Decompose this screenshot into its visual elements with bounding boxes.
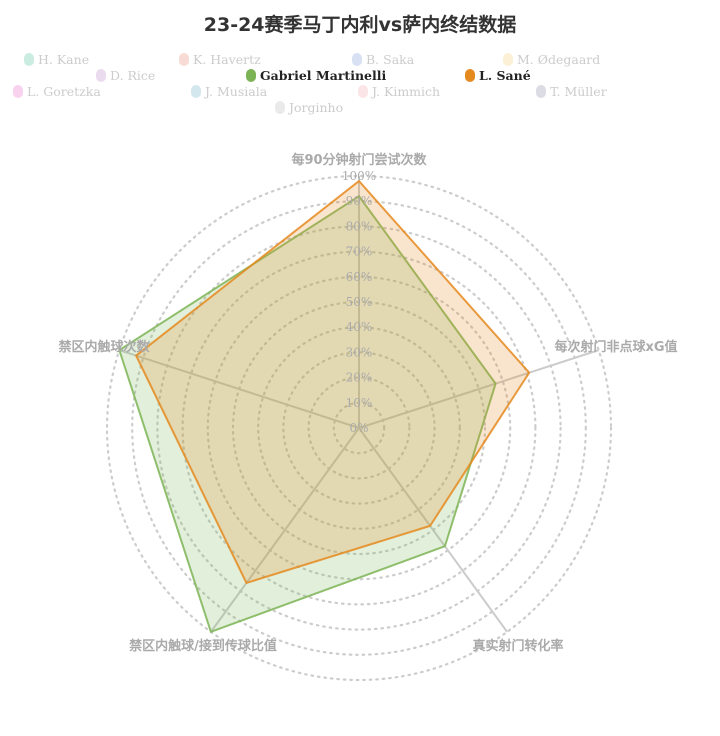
legend-item[interactable]: Jorginho	[275, 100, 343, 115]
legend-item[interactable]: H. Kane	[24, 52, 89, 67]
legend-label: L. Sané	[479, 68, 531, 83]
legend-swatch	[191, 85, 201, 98]
legend-label: K. Havertz	[193, 52, 261, 67]
tick-label: 30%	[346, 345, 373, 359]
axis-name: 每90分钟射门尝试次数	[291, 152, 427, 168]
axis-name: 每次射门非点球xG值	[554, 339, 677, 355]
legend-label: D. Rice	[110, 68, 156, 83]
legend-swatch	[503, 53, 513, 66]
legend-swatch	[352, 53, 362, 66]
legend-label: Gabriel Martinelli	[260, 68, 387, 83]
axis-line	[358, 427, 508, 633]
legend-item[interactable]: B. Saka	[352, 52, 414, 67]
legend-swatch	[275, 101, 285, 114]
grid-ring	[282, 351, 436, 505]
legend-item[interactable]: K. Havertz	[179, 52, 261, 67]
legend-label: Jorginho	[289, 100, 344, 115]
axis-name: 禁区内触球/接到传球比值	[129, 638, 277, 654]
tick-label: 100%	[342, 169, 376, 183]
tick-label: 10%	[346, 396, 373, 410]
legend-swatch	[358, 85, 368, 98]
legend-item[interactable]: L. Goretzka	[13, 84, 101, 99]
legend-item[interactable]: M. Ødegaard	[503, 52, 600, 67]
legend-item[interactable]: T. Müller	[536, 84, 607, 99]
legend-label: T. Müller	[550, 84, 607, 99]
legend-swatch	[465, 69, 475, 82]
legend-swatch	[96, 69, 106, 82]
axis-line	[119, 349, 360, 429]
legend-label: L. Goretzka	[27, 84, 101, 99]
tick-label: 50%	[346, 295, 373, 309]
axis-name: 禁区内触球次数	[58, 339, 150, 355]
legend-item[interactable]: J. Kimmich	[358, 84, 440, 99]
legend-swatch	[179, 53, 189, 66]
tick-label: 0%	[349, 421, 368, 435]
axis-name: 真实射门转化率	[472, 638, 563, 654]
legend-item[interactable]: Gabriel Martinelli	[246, 68, 386, 83]
legend-item[interactable]: D. Rice	[96, 68, 155, 83]
axis-line	[358, 349, 599, 429]
tick-label: 90%	[346, 194, 373, 208]
grid-ring	[307, 376, 411, 480]
legend-label: J. Musiala	[205, 84, 268, 99]
legend-item[interactable]: L. Sané	[465, 68, 531, 83]
series-area	[118, 195, 497, 633]
grid-ring	[206, 275, 512, 581]
legend-label: M. Ødegaard	[517, 52, 601, 67]
legend-item[interactable]: J. Musiala	[191, 84, 267, 99]
legend-swatch	[24, 53, 34, 66]
tick-label: 60%	[346, 270, 373, 284]
legend-swatch	[246, 69, 256, 82]
legend-swatch	[536, 85, 546, 98]
chart-title: 23-24赛季马丁内利vs萨内终结数据	[203, 14, 517, 36]
legend-label: J. Kimmich	[372, 84, 441, 99]
tick-label: 70%	[346, 245, 373, 259]
legend-label: H. Kane	[38, 52, 90, 67]
legend-swatch	[13, 85, 23, 98]
tick-label: 40%	[346, 320, 373, 334]
legend-label: B. Saka	[366, 52, 415, 67]
tick-label: 80%	[346, 219, 373, 233]
axis-line	[210, 427, 360, 633]
series-area	[135, 180, 531, 584]
tick-label: 20%	[346, 371, 373, 385]
grid-ring	[105, 174, 613, 682]
